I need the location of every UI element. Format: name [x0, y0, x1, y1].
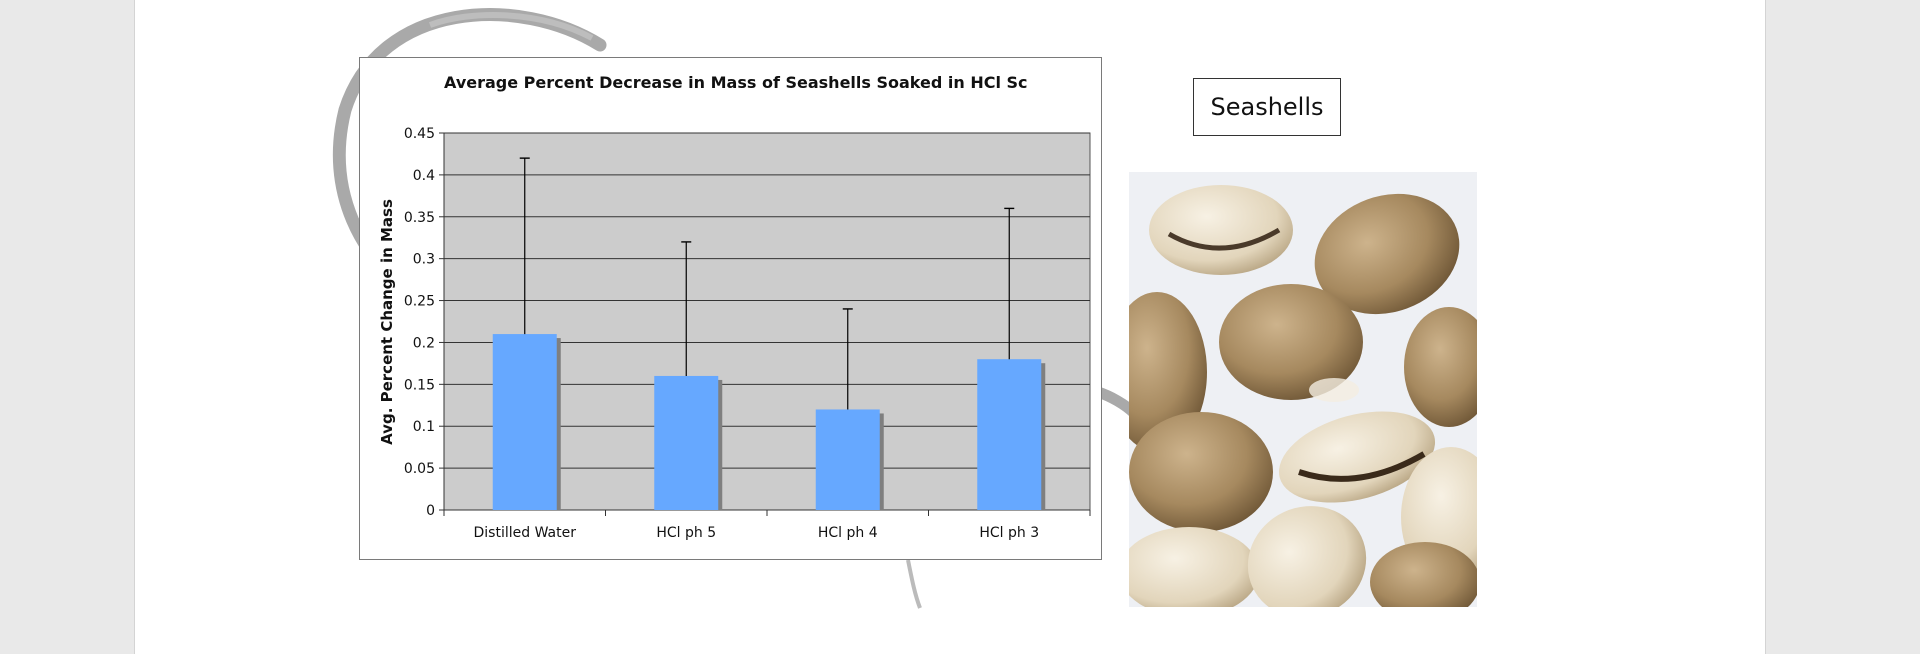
x-tick-label: HCl ph 3 — [979, 525, 1039, 541]
x-tick-label: HCl ph 5 — [656, 525, 716, 541]
y-tick-label: 0.45 — [404, 126, 435, 142]
caption-label: Seashells — [1210, 93, 1324, 121]
y-axis-label: Avg. Percent Change in Mass — [378, 199, 396, 445]
chart-title: Average Percent Decrease in Mass of Seas… — [444, 73, 1028, 92]
bar — [815, 409, 880, 510]
seashells-image-icon — [1129, 172, 1477, 607]
caption-box[interactable]: Seashells — [1193, 78, 1341, 136]
bar-chart: Average Percent Decrease in Mass of Seas… — [378, 73, 1091, 541]
bar — [492, 334, 557, 510]
x-tick-label: HCl ph 4 — [818, 525, 878, 541]
y-tick-label: 0.35 — [404, 210, 435, 226]
plot-area: 0 0.05 0.1 0.15 0.2 0.25 0.3 0.35 0.4 0.45 Distill… — [404, 126, 1091, 541]
y-tick-label: 0.2 — [413, 335, 435, 351]
chart-frame[interactable]: Average Percent Decrease in Mass of Seas… — [359, 57, 1102, 560]
y-tick-label: 0.1 — [413, 419, 435, 435]
bar — [654, 375, 719, 510]
y-tick-label: 0.05 — [404, 461, 435, 477]
bar — [977, 359, 1042, 510]
y-tick-label: 0.15 — [404, 377, 435, 393]
y-tick-label: 0 — [426, 503, 435, 519]
x-tick-label: Distilled Water — [474, 525, 577, 541]
y-tick-label: 0.3 — [413, 252, 435, 268]
y-tick-label: 0.4 — [413, 168, 435, 184]
seashells-photo — [1129, 172, 1477, 607]
y-tick-label: 0.25 — [404, 294, 435, 310]
